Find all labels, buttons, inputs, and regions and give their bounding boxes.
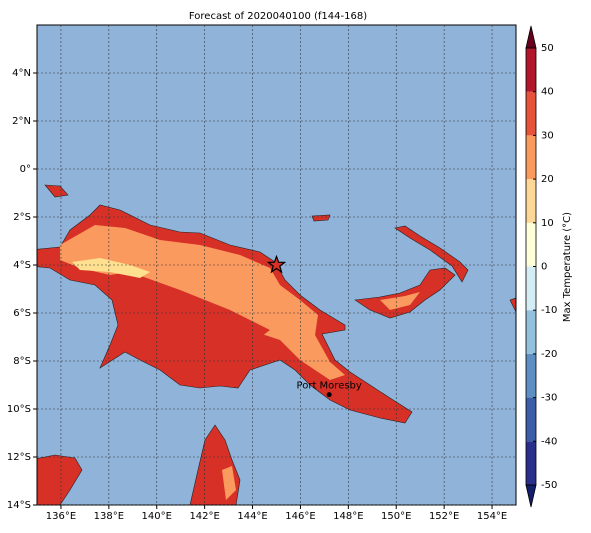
colorbar-tick-label: 10 [541, 218, 554, 229]
y-tick-label: 14°S [7, 500, 31, 511]
colorbar-extend-bottom [525, 484, 537, 508]
x-tick-label: 144°E [237, 511, 267, 522]
colorbar-tick-label: -10 [541, 305, 557, 316]
x-tick-label: 148°E [333, 511, 363, 522]
colorbar-tick-label: 40 [541, 87, 554, 98]
star-marker [266, 254, 287, 274]
colorbar-band [526, 179, 536, 223]
place-marker [326, 392, 332, 398]
colorbar-tick-label: 30 [541, 130, 554, 141]
land [37, 184, 516, 505]
y-tick-label: 2°N [12, 116, 31, 127]
y-tick-label: 12°S [7, 452, 31, 463]
colorbar-band [526, 222, 536, 267]
x-tick-label: 138°E [94, 511, 124, 522]
colorbar-label: Max Temperature (°C) [562, 212, 573, 322]
x-tick-label: 154°E [477, 511, 507, 522]
x-tick-label: 140°E [142, 511, 172, 522]
y-tick-label: 4°N [12, 68, 31, 79]
colorbar-band [526, 48, 536, 92]
y-tick-label: 8°S [13, 356, 31, 367]
x-tick-label: 150°E [381, 511, 411, 522]
colorbar-band [526, 397, 536, 442]
colorbar-band [526, 441, 536, 485]
y-tick-label: 0° [20, 164, 31, 175]
colorbar-tick-label: 0 [541, 262, 547, 273]
colorbar-tick-label: -20 [541, 349, 557, 360]
x-tick-label: 142°E [189, 511, 219, 522]
y-tick-label: 10°S [7, 404, 31, 415]
colorbar-band [526, 135, 536, 180]
title: Forecast of 2020040100 (f144-168) [189, 11, 367, 22]
place-label: Port Moresby [297, 381, 362, 392]
colorbar-tick-label: -40 [541, 436, 557, 447]
y-tick-label: 2°S [13, 212, 31, 223]
colorbar-extend-top [525, 25, 537, 49]
x-tick-label: 146°E [285, 511, 315, 522]
colorbar-band [526, 266, 536, 311]
x-tick-label: 136°E [46, 511, 76, 522]
colorbar-tick-label: -30 [541, 393, 557, 404]
y-tick-label: 6°S [13, 308, 31, 319]
colorbar-band [526, 91, 536, 136]
colorbar-tick-label: 20 [541, 174, 554, 185]
colorbar-band [526, 353, 536, 398]
x-tick-label: 152°E [429, 511, 459, 522]
colorbar-tick-label: -50 [541, 480, 557, 491]
colorbar-tick-label: 50 [541, 43, 554, 54]
y-tick-label: 4°S [13, 260, 31, 271]
colorbar-band [526, 310, 536, 354]
